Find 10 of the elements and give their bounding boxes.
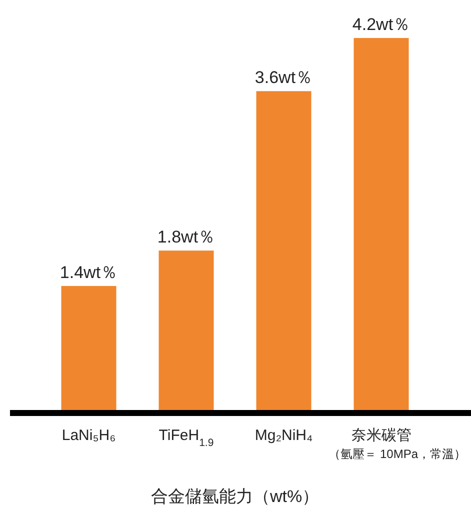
data-label: 3.6wt％ <box>254 68 313 88</box>
x-tick-label: LaNi₅H₆ <box>62 427 116 444</box>
text: 合金儲氫能力（wt%） <box>150 487 320 506</box>
x-tick-label: 奈米碳管 <box>351 427 412 444</box>
data-label: 4.2wt％ <box>352 15 410 34</box>
data-label: 1.8wt％ <box>157 228 216 247</box>
text: （氫壓＝ 10MPa，常溫） <box>328 447 466 461</box>
x-tick-label: TiFeH$_{1.9}$ <box>158 427 214 449</box>
data-label: 1.4wt％ <box>60 263 118 282</box>
x-tick-label: Mg₂NiH₄ <box>254 427 313 444</box>
